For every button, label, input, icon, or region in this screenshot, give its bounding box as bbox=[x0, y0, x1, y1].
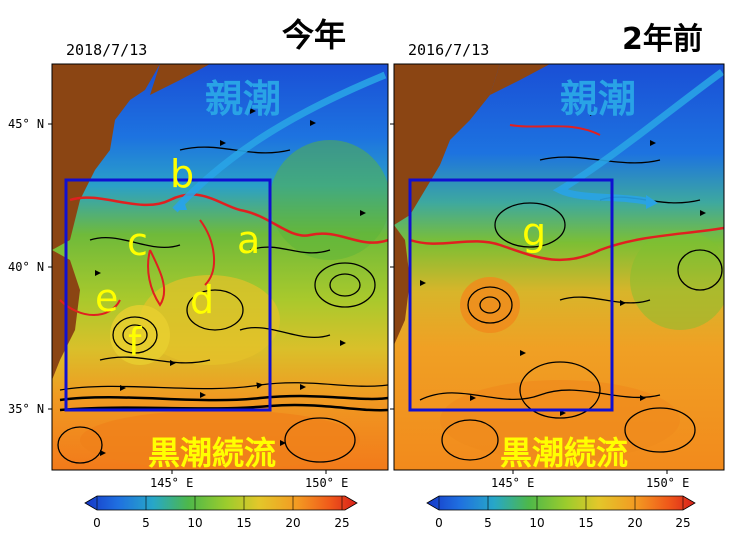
land-sakhalin-left bbox=[150, 64, 210, 95]
land-hokkaido-right bbox=[394, 64, 500, 225]
cb-left-5: 5 bbox=[142, 516, 150, 530]
lat-tick-45: 45° N bbox=[8, 117, 45, 131]
right-map-panel bbox=[394, 64, 724, 470]
feature-label-f: f bbox=[128, 320, 142, 364]
cb-right-20: 20 bbox=[627, 516, 643, 530]
streamlines-left bbox=[57, 146, 388, 464]
lon-tick-150-right: 150° E bbox=[646, 476, 690, 490]
cb-right-5: 5 bbox=[484, 516, 492, 530]
cb-right-10: 10 bbox=[529, 516, 545, 530]
lat-tick-35: 35° N bbox=[8, 402, 45, 416]
analysis-box-right bbox=[408, 178, 614, 412]
left-map-panel bbox=[52, 64, 388, 470]
cb-right-0: 0 bbox=[435, 516, 443, 530]
land-hokkaido-left bbox=[52, 64, 160, 250]
feature-label-a: a bbox=[237, 218, 261, 262]
feature-label-b: b bbox=[170, 152, 195, 196]
cb-left-20: 20 bbox=[285, 516, 301, 530]
colorbar-left bbox=[84, 495, 358, 511]
feature-label-e: e bbox=[95, 276, 119, 320]
land-honshu-right bbox=[394, 225, 410, 345]
feature-label-d: d bbox=[190, 278, 215, 322]
cb-left-25: 25 bbox=[334, 516, 350, 530]
title-two-years-ago: 2年前 bbox=[622, 22, 703, 57]
feature-label-g: g bbox=[522, 210, 547, 254]
colorbar-right bbox=[426, 495, 696, 511]
cb-left-0: 0 bbox=[93, 516, 101, 530]
oyashio-label-right: 親潮 bbox=[560, 77, 637, 121]
lon-tick-150-left: 150° E bbox=[305, 476, 349, 490]
oyashio-label-left: 親潮 bbox=[205, 77, 282, 121]
cb-right-15: 15 bbox=[578, 516, 594, 530]
land-sakhalin-right bbox=[490, 64, 550, 95]
oyashio-arrow-left bbox=[172, 71, 387, 213]
date-right: 2016/7/13 bbox=[408, 41, 490, 59]
cb-left-10: 10 bbox=[187, 516, 203, 530]
title-this-year: 今年 bbox=[282, 16, 347, 54]
front-line-right bbox=[409, 226, 724, 262]
lat-tick-40: 40° N bbox=[8, 260, 45, 274]
date-left: 2018/7/13 bbox=[66, 41, 148, 59]
lon-tick-145-right: 145° E bbox=[491, 476, 535, 490]
kuroshio-label-left: 黒潮続流 bbox=[148, 434, 277, 472]
lon-tick-145-left: 145° E bbox=[150, 476, 194, 490]
cb-right-25: 25 bbox=[675, 516, 691, 530]
feature-label-c: c bbox=[127, 220, 148, 264]
front-line-left bbox=[69, 193, 388, 244]
analysis-box-left bbox=[64, 178, 272, 412]
kuroshio-label-right: 黒潮続流 bbox=[500, 434, 629, 472]
cb-left-15: 15 bbox=[236, 516, 252, 530]
